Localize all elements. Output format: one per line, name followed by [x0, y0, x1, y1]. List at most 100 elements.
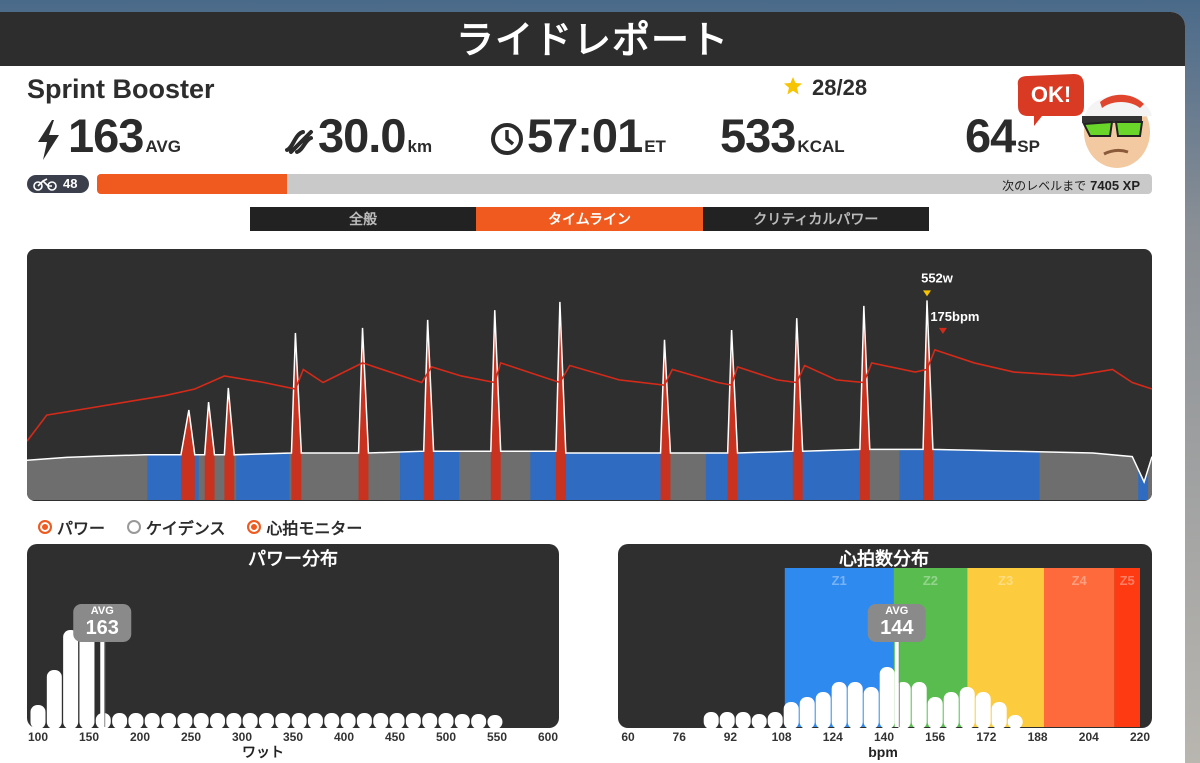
hist-bar: [719, 712, 735, 729]
stat-unit: ET: [644, 137, 666, 156]
x-axis-label: bpm: [868, 744, 898, 760]
stat-value: 57:01: [527, 109, 643, 162]
hist-bar: [340, 713, 356, 729]
power-spike: [291, 332, 302, 500]
hist-bar: [291, 713, 307, 729]
legend-label: パワー: [57, 521, 106, 538]
hist-bar: [210, 713, 226, 729]
hist-bar: [242, 713, 258, 729]
level-pill: 48: [27, 175, 89, 193]
legend-item[interactable]: ケイデンス: [127, 515, 225, 539]
hist-bar: [193, 713, 209, 729]
x-tick-label: 150: [79, 730, 99, 744]
x-tick-label: 400: [334, 730, 354, 744]
hist-bar: [1007, 715, 1023, 729]
hist-bar: [454, 714, 470, 729]
level: 48: [63, 176, 78, 191]
legend: パワー ケイデンス 心拍モニター: [38, 515, 362, 539]
dist-title: 心拍数分布: [839, 548, 929, 569]
hist-bar: [767, 712, 783, 729]
zone-label: Z2: [923, 573, 938, 588]
power-spike: [859, 305, 870, 500]
legend-item[interactable]: 心拍モニター: [247, 515, 362, 539]
hr-peak-marker: [938, 327, 947, 334]
hist-bar: [389, 713, 405, 729]
zone-label: Z5: [1120, 573, 1135, 588]
x-tick-label: 100: [28, 730, 48, 744]
stat-unit: KCAL: [797, 137, 845, 156]
x-tick-label: 500: [436, 730, 456, 744]
power-line: [27, 300, 1152, 484]
power-spike: [792, 318, 803, 500]
x-tick-label: 220: [1130, 730, 1150, 744]
hist-bar: [927, 697, 943, 729]
stat: 163 AVG: [68, 108, 181, 163]
x-tick-label: 60: [621, 730, 635, 744]
tabs: 全般 タイムライン クリティカルパワー: [250, 207, 929, 231]
power-spike: [923, 300, 933, 500]
tab[interactable]: 全般: [349, 211, 378, 227]
hist-bar: [373, 713, 389, 729]
x-tick-label: 188: [1028, 730, 1048, 744]
x-tick-label: 204: [1079, 730, 1099, 744]
hist-bar: [487, 715, 503, 729]
hist-bar: [307, 713, 323, 729]
stat-value: 163: [68, 109, 144, 162]
x-axis-label: ワット: [242, 744, 284, 760]
xp-value: 7405 XP: [1090, 178, 1140, 193]
x-tick-label: 550: [487, 730, 507, 744]
hist-bar: [783, 702, 799, 729]
hist-bar: [975, 692, 991, 729]
power-dist-bg: [27, 544, 559, 728]
avg-label: AVG: [885, 605, 908, 617]
stat: 57:01 ET: [527, 108, 666, 163]
stat-value: 30.0: [318, 109, 406, 162]
hr-zone: [1114, 568, 1140, 727]
hist-bar: [943, 692, 959, 729]
hist-bar: [703, 712, 719, 729]
stat-unit: km: [407, 137, 433, 156]
power-icon: [38, 120, 59, 160]
x-tick-label: 172: [976, 730, 996, 744]
tab[interactable]: クリティカルパワー: [753, 211, 879, 227]
title-bar: ライドレポート: [0, 12, 1185, 66]
x-tick-label: 124: [823, 730, 843, 744]
x-tick-label: 108: [772, 730, 792, 744]
power-spike: [423, 319, 434, 500]
x-tick-label: 76: [673, 730, 687, 744]
x-tick-label: 600: [538, 730, 558, 744]
hist-bar: [405, 713, 421, 729]
distance-icon: [285, 130, 313, 154]
stat: 30.0 km: [318, 108, 432, 163]
avg-value: 144: [880, 617, 914, 639]
hist-bar: [959, 687, 975, 729]
ride-name: Sprint Booster: [27, 74, 215, 104]
power-spike: [490, 310, 501, 500]
x-tick-label: 92: [724, 730, 738, 744]
hist-bar: [911, 682, 927, 729]
hist-bar: [79, 630, 95, 729]
hist-bar: [471, 714, 487, 729]
hist-bar: [831, 682, 847, 729]
power-spike: [555, 301, 566, 500]
legend-radio: [38, 520, 52, 534]
hist-bar: [324, 713, 340, 729]
stat-value: 64: [965, 109, 1016, 162]
legend-item[interactable]: パワー: [38, 515, 105, 539]
legend-radio: [247, 520, 262, 534]
power-peak-marker: [923, 290, 931, 297]
power-spike: [660, 339, 671, 500]
stat-unit: AVG: [145, 137, 181, 156]
hr-peak-label: 175bpm: [930, 309, 979, 324]
zone-label: Z3: [998, 573, 1013, 588]
stars: 28/28: [812, 75, 868, 100]
hist-bar: [128, 713, 144, 729]
tab[interactable]: タイムライン: [476, 207, 703, 231]
x-tick-label: 300: [232, 730, 252, 744]
hr-line: [27, 348, 1152, 442]
hist-bar: [46, 670, 62, 729]
power-spike: [358, 327, 369, 500]
hr-zone: [1044, 568, 1115, 727]
xp-bar: 次のレベルまで 7405 XP: [97, 174, 1152, 194]
